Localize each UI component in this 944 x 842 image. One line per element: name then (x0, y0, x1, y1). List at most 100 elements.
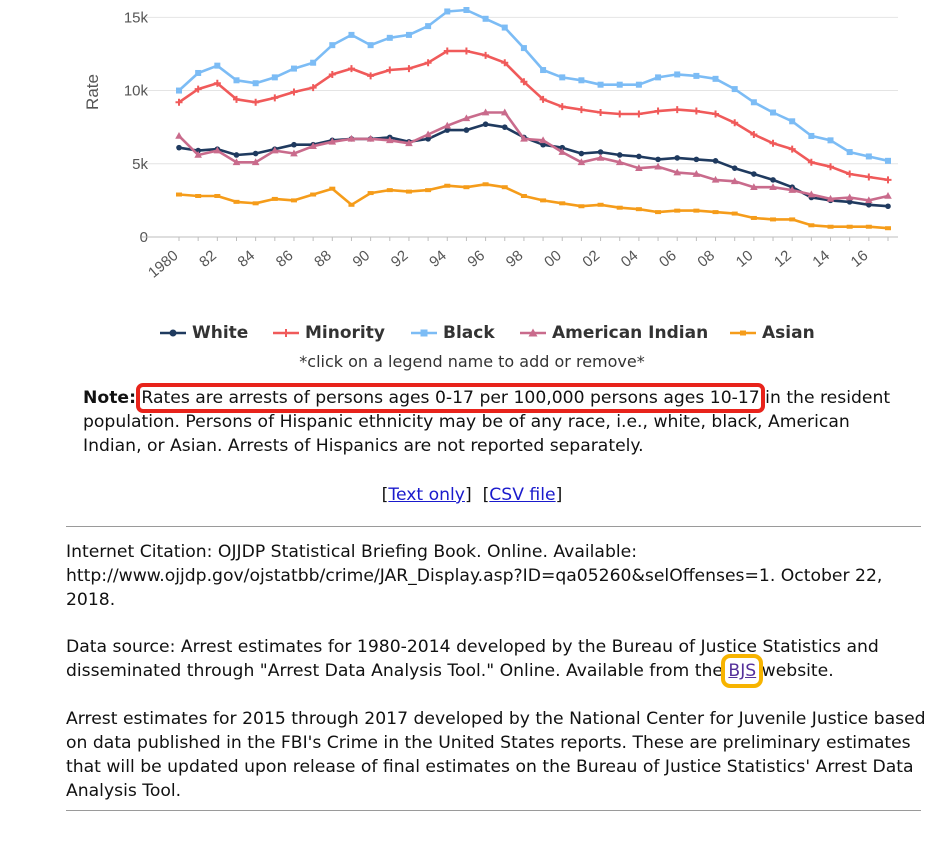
data-point-american-indian (481, 108, 490, 116)
data-point-asian (482, 182, 489, 187)
data-point-minority (846, 170, 854, 178)
data-point-minority (405, 65, 413, 73)
data-point-american-indian (175, 131, 183, 139)
data-point-asian (405, 189, 412, 194)
x-tick-label: 14 (809, 247, 833, 271)
data-point-asian (520, 193, 527, 198)
data-point-asian (559, 201, 566, 206)
data-point-white (233, 152, 240, 158)
data-point-black (808, 132, 815, 139)
legend-item-american-indian[interactable]: American Indian (520, 319, 708, 347)
series-line-american-indian (178, 111, 889, 202)
legend-item-asian[interactable]: Asian (730, 319, 815, 347)
data-point-asian (597, 202, 604, 207)
data-point-minority (213, 79, 221, 87)
data-point-minority (750, 130, 758, 138)
data-point-american-indian (520, 134, 528, 142)
data-point-minority (616, 110, 624, 118)
legend-item-minority[interactable]: Minority (273, 319, 385, 347)
data-point-american-indian (328, 137, 337, 145)
data-point-american-indian (673, 168, 682, 176)
chart-series (175, 7, 892, 231)
data-point-black (310, 59, 317, 66)
data-point-asian (233, 199, 240, 204)
data-point-black (176, 87, 182, 94)
data-point-minority (232, 95, 240, 103)
x-tick-label: 96 (464, 247, 488, 271)
data-point-white (176, 144, 182, 151)
data-point-black (827, 137, 834, 144)
data-point-asian (693, 208, 700, 213)
data-point-asian (348, 202, 355, 207)
chart-legend: White Minority Black American Indian Asi… (0, 319, 944, 347)
data-point-white (655, 156, 661, 163)
data-point-black (540, 67, 547, 74)
data-point-black (425, 23, 432, 30)
text-only-link[interactable]: Text only (388, 485, 465, 505)
data-point-black (712, 75, 719, 82)
data-point-white (501, 124, 508, 130)
data-point-black (233, 77, 240, 84)
data-point-asian (655, 210, 662, 215)
data-point-asian (635, 207, 642, 212)
data-point-minority (520, 78, 528, 86)
x-tick-label: 82 (196, 247, 220, 271)
legend-item-white[interactable]: White (160, 319, 248, 347)
data-point-white (482, 121, 489, 128)
data-point-american-indian (385, 136, 394, 144)
data-point-black (348, 31, 355, 38)
data-point-american-indian (271, 146, 279, 154)
data-point-american-indian (826, 194, 835, 202)
data-point-black (770, 109, 777, 116)
data-point-black (655, 74, 662, 81)
data-source-text: Data source: Arrest estimates for 1980-2… (66, 637, 879, 681)
data-point-american-indian (596, 153, 605, 161)
data-point-asian (425, 188, 432, 193)
data-point-black (578, 77, 585, 84)
x-tick-label: 10 (733, 247, 757, 271)
legend-item-black[interactable]: Black (411, 319, 495, 347)
data-point-white (712, 158, 719, 164)
chart-note: Note: Rates are arrests of persons ages … (83, 383, 913, 458)
data-point-black (674, 71, 681, 78)
data-point-minority (194, 85, 202, 93)
series-asian (176, 182, 891, 231)
data-point-black (501, 24, 508, 31)
data-point-minority (884, 176, 892, 184)
x-tick-label: 90 (349, 247, 373, 271)
bjs-link[interactable]: BJS (721, 654, 764, 688)
data-point-american-indian (232, 158, 241, 166)
data-point-asian (290, 198, 297, 203)
legend-label-black: Black (443, 323, 495, 343)
data-point-white (693, 156, 700, 163)
y-axis-label: Rate (83, 74, 102, 110)
data-point-white (731, 165, 738, 171)
data-point-black (597, 81, 604, 88)
data-point-black (559, 74, 566, 81)
data-point-american-indian (290, 149, 298, 157)
data-point-asian (712, 210, 719, 215)
legend-marker-minority (273, 329, 299, 337)
data-point-black (290, 65, 297, 72)
data-point-black (271, 74, 278, 81)
series-line-asian (178, 183, 889, 230)
data-point-american-indian (577, 158, 586, 166)
data-point-asian (310, 192, 317, 197)
data-point-black (520, 45, 527, 52)
csv-file-link[interactable]: CSV file (489, 485, 556, 505)
data-point-american-indian (309, 142, 317, 149)
internet-citation: Internet Citation: OJJDP Statistical Bri… (66, 542, 883, 610)
data-point-asian (463, 185, 470, 190)
data-point-american-indian (194, 150, 202, 158)
data-point-minority (692, 107, 700, 115)
series-minority (175, 47, 892, 184)
x-tick-label: 86 (273, 247, 297, 271)
data-point-minority (597, 109, 605, 117)
data-point-american-indian (615, 158, 624, 166)
data-point-minority (712, 110, 720, 118)
data-point-minority (539, 95, 547, 103)
data-point-white (425, 136, 431, 142)
data-point-black (367, 42, 374, 49)
data-point-white (444, 127, 451, 133)
